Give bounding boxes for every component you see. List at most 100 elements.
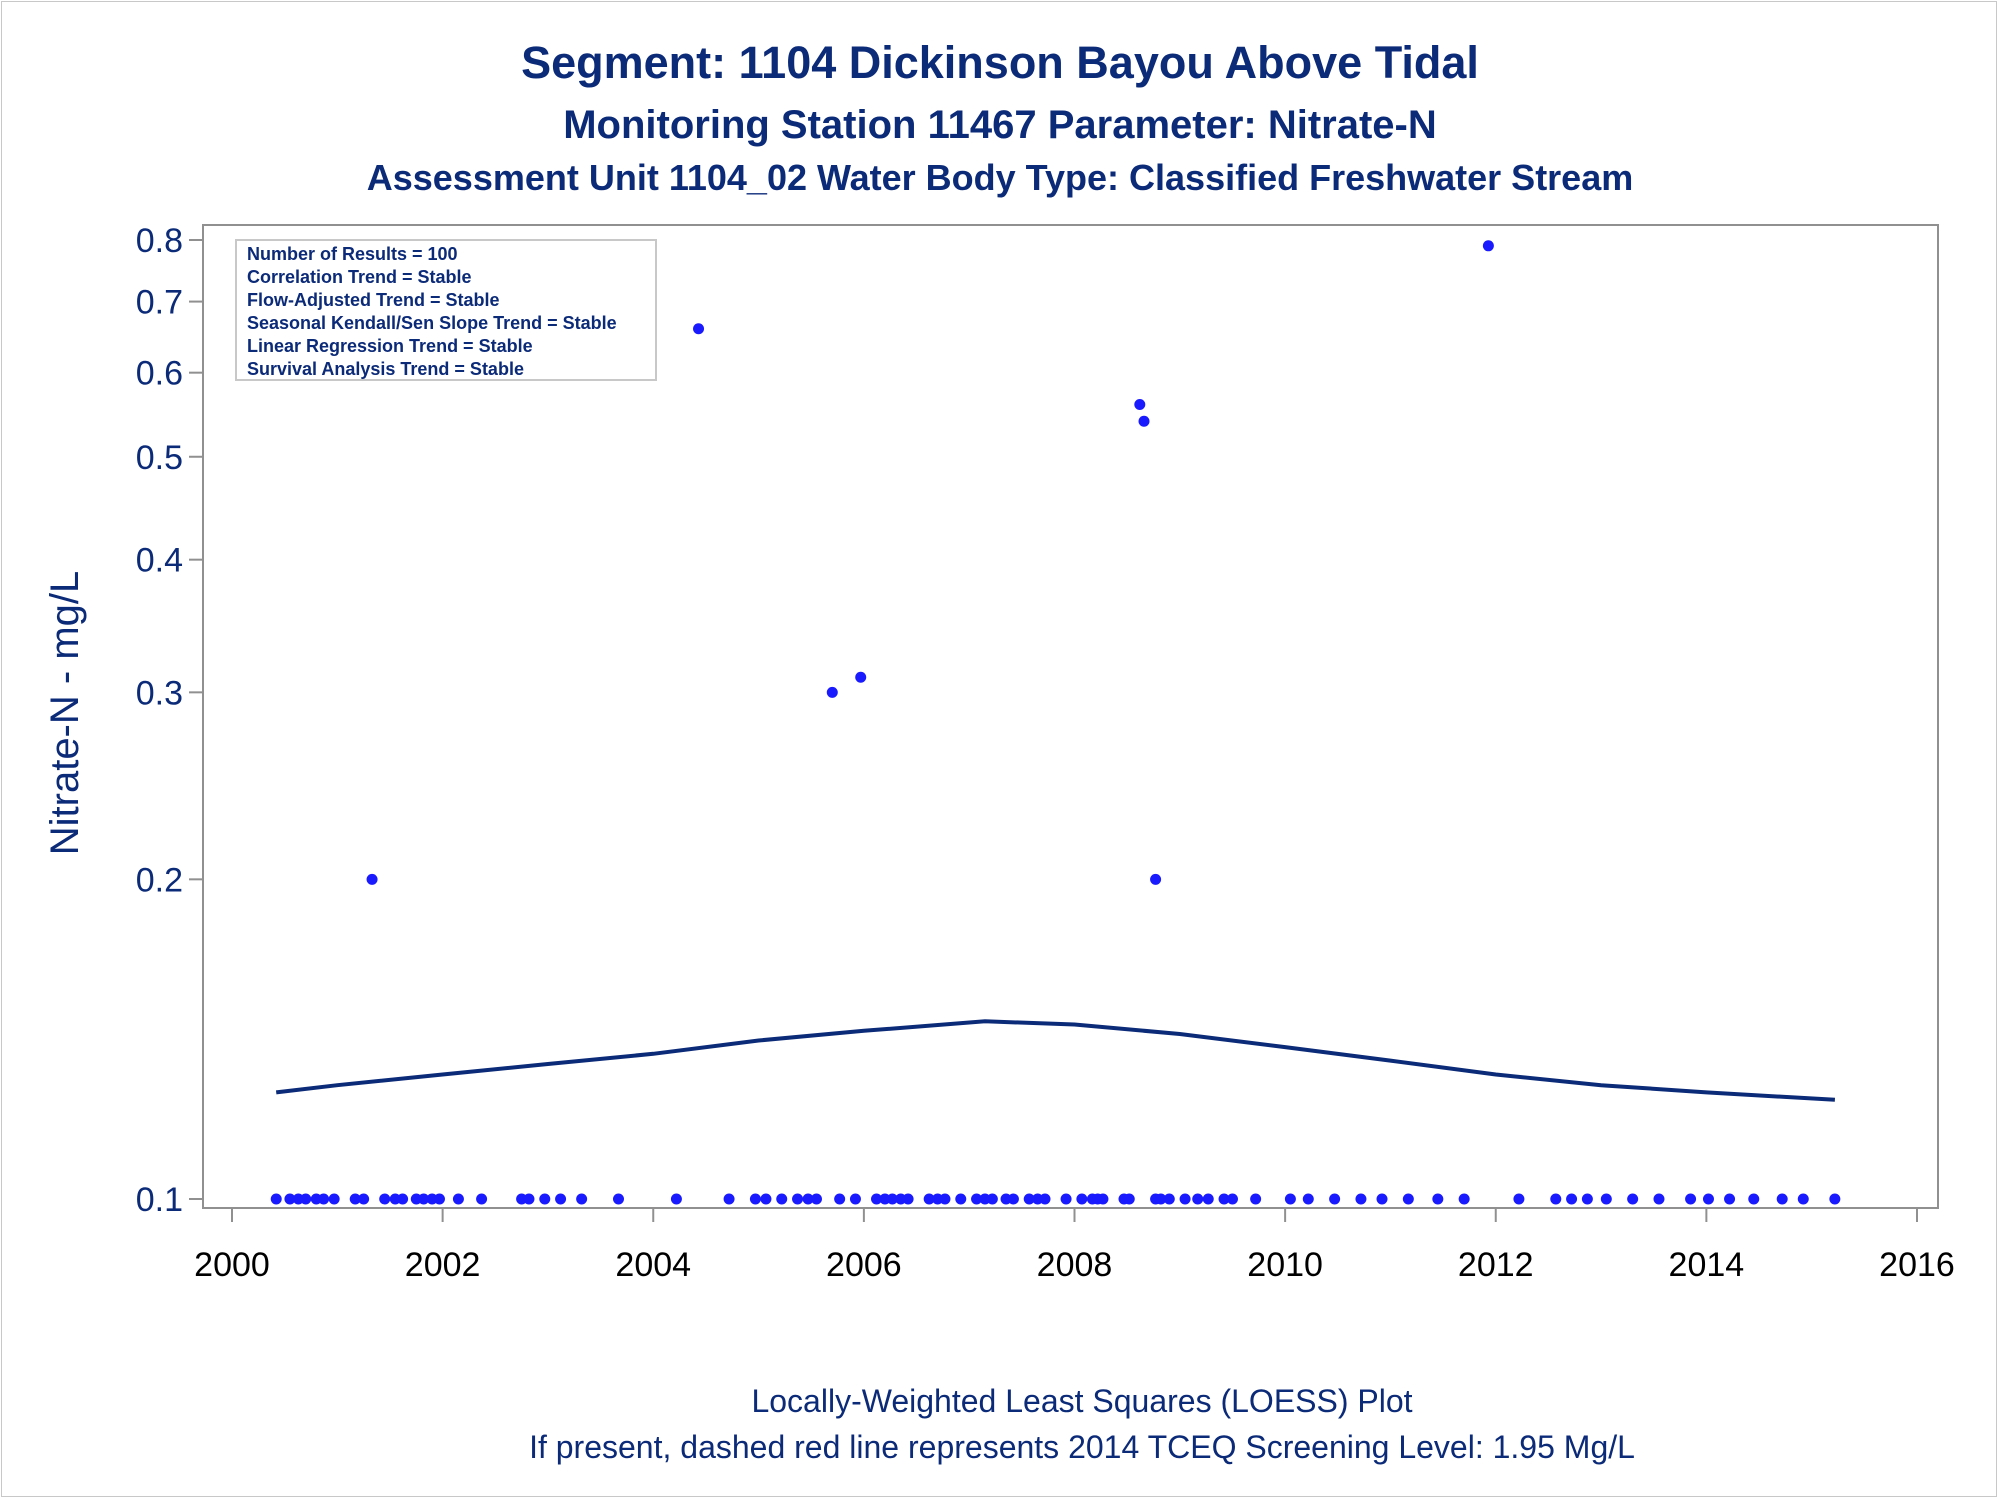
data-point [366, 873, 378, 885]
data-point [902, 1193, 914, 1205]
y-tick-label: 0.4 [136, 542, 183, 580]
data-point [1226, 1193, 1238, 1205]
data-point [1039, 1193, 1051, 1205]
loess-line [275, 1019, 1836, 1102]
data-point [792, 1193, 804, 1205]
y-tick-label: 0.7 [136, 284, 183, 322]
data-point [810, 1193, 822, 1205]
data-point [1060, 1193, 1072, 1205]
stats-box-border [235, 239, 657, 381]
data-point [670, 1193, 682, 1205]
data-point [971, 1193, 983, 1205]
data-point [1581, 1193, 1593, 1205]
stats-line: Correlation Trend = Stable [247, 267, 472, 287]
data-point [923, 1193, 935, 1205]
data-point [986, 1193, 998, 1205]
data-point [270, 1193, 282, 1205]
stats-line: Linear Regression Trend = Stable [247, 336, 533, 356]
x-axis: 2000 2002 2004 2006 2008 2010 2012 2014 2016 [194, 1208, 1955, 1284]
x-tick-label: 2016 [1879, 1246, 1955, 1284]
data-point [886, 1193, 898, 1205]
data-point [379, 1193, 391, 1205]
data-point [349, 1193, 361, 1205]
y-tick-label: 0.3 [136, 674, 183, 712]
data-point [849, 1193, 861, 1205]
data-point [1432, 1193, 1444, 1205]
data-point [1218, 1193, 1230, 1205]
data-point [397, 1193, 409, 1205]
data-point [723, 1193, 735, 1205]
data-point [1458, 1193, 1470, 1205]
data-point [328, 1193, 340, 1205]
data-point [1150, 873, 1162, 885]
data-point [1302, 1193, 1314, 1205]
y-tick-label: 0.8 [136, 222, 183, 260]
data-point [539, 1193, 551, 1205]
data-point [555, 1193, 567, 1205]
y-tick-label: 0.1 [136, 1181, 183, 1219]
y-axis-label: Nitrate-N - mg/L [43, 571, 87, 856]
x-tick-label: 2010 [1247, 1246, 1323, 1284]
footnote-loess: Locally-Weighted Least Squares (LOESS) P… [751, 1383, 1412, 1419]
loess-layer [275, 1019, 1836, 1102]
data-point [855, 671, 867, 683]
data-point [693, 323, 705, 335]
data-point [1097, 1193, 1109, 1205]
data-point [318, 1193, 330, 1205]
x-tick-label: 2008 [1037, 1246, 1113, 1284]
data-point [1076, 1193, 1088, 1205]
data-point [955, 1193, 967, 1205]
stats-line: Survival Analysis Trend = Stable [247, 359, 524, 379]
data-point [358, 1193, 370, 1205]
data-point [834, 1193, 846, 1205]
data-point [1685, 1193, 1697, 1205]
data-point [300, 1193, 312, 1205]
stats-line: Number of Results = 100 [247, 244, 458, 264]
footnote-screening: If present, dashed red line represents 2… [529, 1429, 1635, 1465]
data-point [1600, 1193, 1612, 1205]
data-point [1123, 1193, 1135, 1205]
data-point [1402, 1193, 1414, 1205]
data-point [749, 1193, 761, 1205]
data-point [776, 1193, 788, 1205]
data-point [1138, 415, 1150, 427]
data-point [1702, 1193, 1714, 1205]
data-point [418, 1193, 430, 1205]
data-point [1513, 1193, 1525, 1205]
data-point [802, 1193, 814, 1205]
data-point [576, 1193, 588, 1205]
plot-area [202, 224, 1939, 1209]
data-point [1376, 1193, 1388, 1205]
data-point [1284, 1193, 1296, 1205]
data-point [939, 1193, 951, 1205]
data-point [1250, 1193, 1262, 1205]
x-tick-label: 2006 [826, 1246, 902, 1284]
data-point [871, 1193, 883, 1205]
data-point [1163, 1193, 1175, 1205]
x-tick-label: 2004 [615, 1246, 691, 1284]
data-point [1550, 1193, 1562, 1205]
data-point [1023, 1193, 1035, 1205]
data-point [452, 1193, 464, 1205]
data-point [476, 1193, 488, 1205]
chart-subtitle: Monitoring Station 11467 Parameter: Nitr… [563, 103, 1437, 147]
data-point [1776, 1193, 1788, 1205]
data-point [1829, 1193, 1841, 1205]
data-point [1748, 1193, 1760, 1205]
data-point [433, 1193, 445, 1205]
y-tick-label: 0.2 [136, 861, 183, 899]
data-point [1566, 1193, 1578, 1205]
data-point [284, 1193, 296, 1205]
data-point [1482, 240, 1494, 252]
y-axis: 0.1 0.2 0.3 0.4 0.5 0.6 0.7 0.8 [136, 222, 203, 1219]
data-point [1627, 1193, 1639, 1205]
x-tick-label: 2000 [194, 1246, 270, 1284]
data-point [1797, 1193, 1809, 1205]
data-point [1192, 1193, 1204, 1205]
data-point [826, 686, 838, 698]
data-point [1179, 1193, 1191, 1205]
points-layer [270, 240, 1841, 1205]
y-tick-label: 0.6 [136, 355, 183, 393]
data-point [1653, 1193, 1665, 1205]
